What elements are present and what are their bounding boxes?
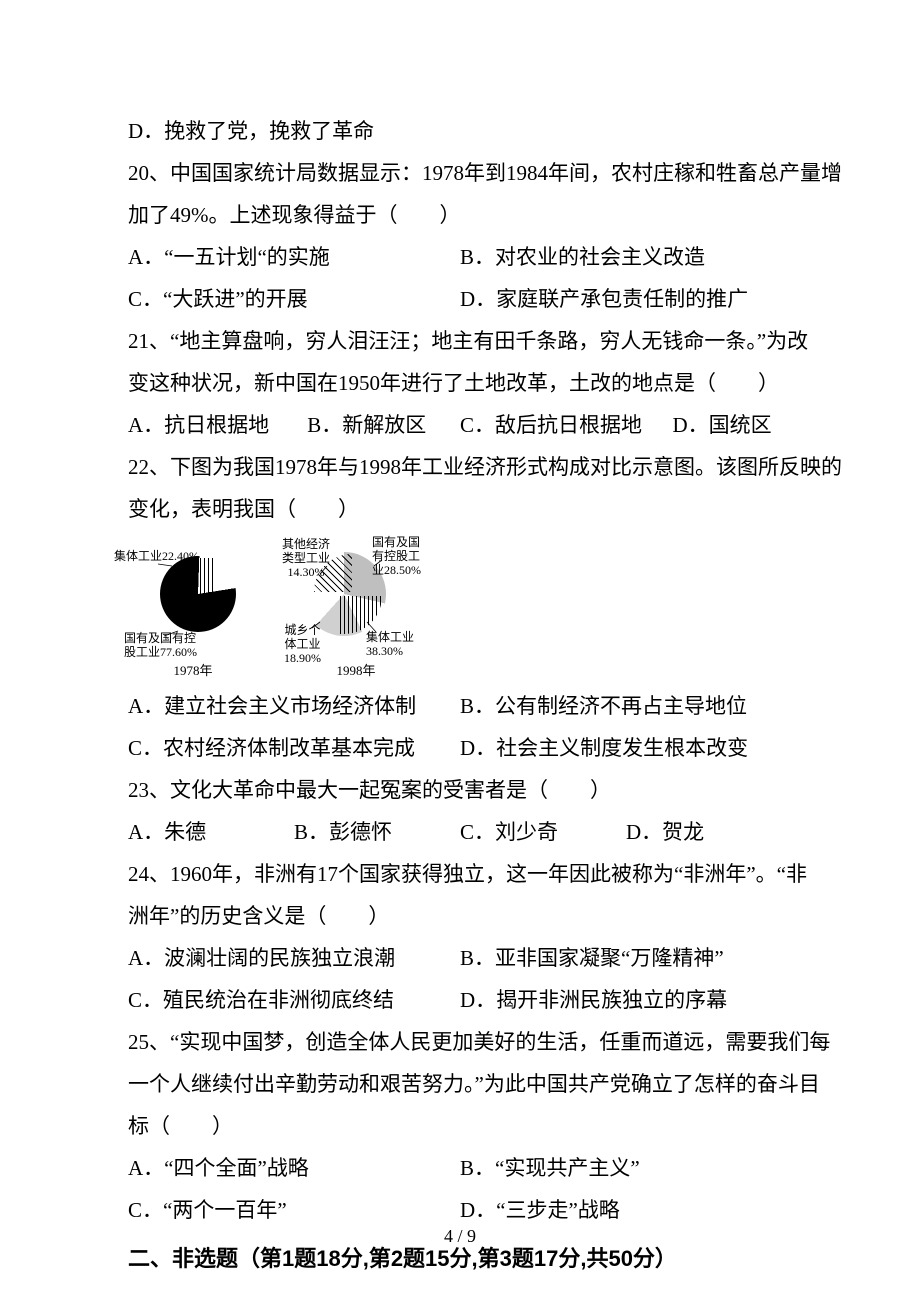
q22-option-b: B．公有制经济不再占主导地位 [460, 685, 792, 727]
chart-1998: 其他经济 类型工业 14.30% 国有及国 有控股工 业28.50% 城乡个 体… [262, 536, 422, 679]
q22-option-c: C．农村经济体制改革基本完成 [128, 727, 460, 769]
q21-option-c: C．敌后抗日根据地 [460, 404, 672, 446]
q24-option-c: C．殖民统治在非洲彻底终结 [128, 979, 460, 1021]
q22-chart: 集体工业22.40% 国有及国有控 股工业77.60% 1978年 [128, 536, 792, 679]
q24-option-b: B．亚非国家凝聚“万隆精神” [460, 937, 792, 979]
chart-1998-state-label: 国有及国 有控股工 业28.50% [372, 536, 421, 577]
q25-option-a: A．“四个全面”战略 [128, 1147, 460, 1189]
q20-option-d: D．家庭联产承包责任制的推广 [460, 278, 792, 320]
q20: 20、中国国家统计局数据显示：1978年到1984年间，农村庄稼和牲畜总产量增 … [128, 152, 792, 320]
q21-option-a: A．抗日根据地 [128, 404, 307, 446]
q24-stem-l2: 洲年”的历史含义是（ ） [128, 895, 792, 937]
q23-option-c: C．刘少奇 [460, 811, 626, 853]
q24: 24、1960年，非洲有17个国家获得独立，这一年因此被称为“非洲年”。“非 洲… [128, 853, 792, 1021]
q21-option-d: D．国统区 [672, 404, 792, 446]
q20-stem-l1: 20、中国国家统计局数据显示：1978年到1984年间，农村庄稼和牲畜总产量增 [128, 152, 792, 194]
q23: 23、文化大革命中最大一起冤案的受害者是（ ） A．朱德 B．彭德怀 C．刘少奇… [128, 769, 792, 853]
page-footer: 4 / 9 [0, 1226, 920, 1247]
q20-stem-l2: 加了49%。上述现象得益于（ ） [128, 194, 792, 236]
q23-stem: 23、文化大革命中最大一起冤案的受害者是（ ） [128, 769, 792, 811]
q21-stem-l1: 21、“地主算盘响，穷人泪汪汪；地主有田千条路，穷人无钱命一条。”为改 [128, 320, 792, 362]
q25-option-b: B．“实现共产主义” [460, 1147, 792, 1189]
q25: 25、“实现中国梦，创造全体人民更加美好的生活，任重而道远，需要我们每 一个人继… [128, 1021, 792, 1231]
q25-stem-l1: 25、“实现中国梦，创造全体人民更加美好的生活，任重而道远，需要我们每 [128, 1021, 792, 1063]
chart-1998-town-label: 城乡个 体工业 18.90% [284, 624, 321, 665]
q24-option-a: A．波澜壮阔的民族独立浪潮 [128, 937, 460, 979]
q20-option-b: B．对农业的社会主义改造 [460, 236, 792, 278]
q21-option-b: B．新解放区 [307, 404, 460, 446]
chart-1978-state-label: 国有及国有控 股工业77.60% [124, 632, 197, 660]
q23-option-a: A．朱德 [128, 811, 294, 853]
q24-option-d: D．揭开非洲民族独立的序幕 [460, 979, 792, 1021]
q21: 21、“地主算盘响，穷人泪汪汪；地主有田千条路，穷人无钱命一条。”为改 变这种状… [128, 320, 792, 446]
q25-stem-l3: 标（ ） [128, 1105, 792, 1147]
q20-option-c: C．“大跃进”的开展 [128, 278, 460, 320]
q23-option-d: D．贺龙 [626, 811, 792, 853]
chart-1998-collective-label: 集体工业 38.30% [366, 631, 414, 659]
q22-option-a: A．建立社会主义市场经济体制 [128, 685, 460, 727]
q25-stem-l2: 一个人继续付出辛勤劳动和艰苦努力。”为此中国共产党确立了怎样的奋斗目 [128, 1063, 792, 1105]
q24-stem-l1: 24、1960年，非洲有17个国家获得独立，这一年因此被称为“非洲年”。“非 [128, 853, 792, 895]
chart-1998-other-label: 其他经济 类型工业 14.30% [282, 538, 330, 579]
q20-option-a: A．“一五计划“的实施 [128, 236, 460, 278]
q22-stem-l2: 变化，表明我国（ ） [128, 488, 792, 530]
chart-1978-year: 1978年 [128, 660, 258, 679]
chart-1978-collective-label: 集体工业22.40% [114, 550, 199, 564]
chart-1978: 集体工业22.40% 国有及国有控 股工业77.60% 1978年 [128, 536, 258, 679]
q25-option-c: C．“两个一百年” [128, 1189, 460, 1231]
q22-option-d: D．社会主义制度发生根本改变 [460, 727, 792, 769]
q23-option-b: B．彭德怀 [294, 811, 460, 853]
q21-stem-l2: 变这种状况，新中国在1950年进行了土地改革，土改的地点是（ ） [128, 362, 792, 404]
q25-option-d: D．“三步走”战略 [460, 1189, 792, 1231]
q22: 22、下图为我国1978年与1998年工业经济形式构成对比示意图。该图所反映的 … [128, 446, 792, 769]
q19-option-d: D．挽救了党，挽救了革命 [128, 110, 792, 152]
q22-stem-l1: 22、下图为我国1978年与1998年工业经济形式构成对比示意图。该图所反映的 [128, 446, 792, 488]
